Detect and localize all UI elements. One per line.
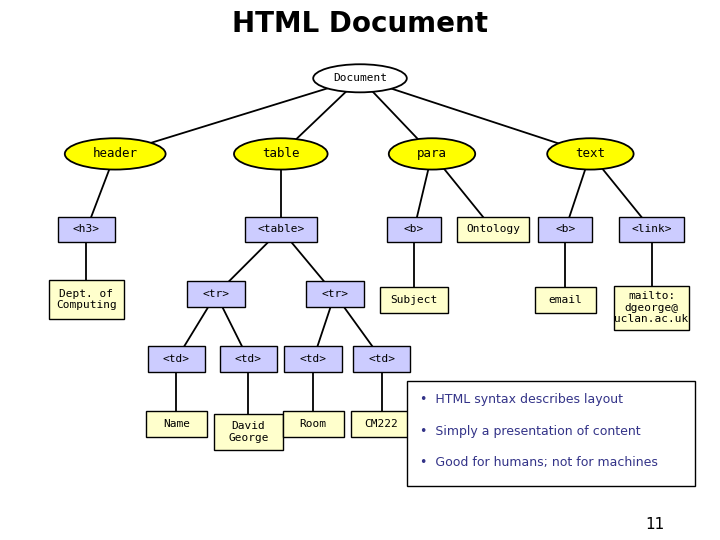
FancyBboxPatch shape bbox=[49, 280, 124, 319]
Text: HTML Document: HTML Document bbox=[232, 10, 488, 38]
FancyBboxPatch shape bbox=[245, 217, 317, 242]
FancyBboxPatch shape bbox=[148, 346, 205, 372]
FancyBboxPatch shape bbox=[283, 411, 344, 437]
Text: •  Good for humans; not for machines: • Good for humans; not for machines bbox=[420, 456, 657, 469]
Text: <b>: <b> bbox=[404, 225, 424, 234]
FancyBboxPatch shape bbox=[220, 346, 277, 372]
FancyBboxPatch shape bbox=[58, 217, 115, 242]
Text: Document: Document bbox=[333, 73, 387, 83]
Text: <link>: <link> bbox=[631, 225, 672, 234]
Ellipse shape bbox=[234, 138, 328, 170]
Text: Subject: Subject bbox=[390, 295, 438, 305]
FancyBboxPatch shape bbox=[351, 411, 412, 437]
Ellipse shape bbox=[313, 64, 407, 92]
FancyBboxPatch shape bbox=[353, 346, 410, 372]
FancyBboxPatch shape bbox=[619, 217, 684, 242]
Text: para: para bbox=[417, 147, 447, 160]
Ellipse shape bbox=[389, 138, 475, 170]
Text: Ontology: Ontology bbox=[467, 225, 521, 234]
Ellipse shape bbox=[547, 138, 634, 170]
Text: •  Simply a presentation of content: • Simply a presentation of content bbox=[420, 425, 640, 438]
Text: <td>: <td> bbox=[368, 354, 395, 364]
Text: CM222: CM222 bbox=[365, 419, 398, 429]
FancyBboxPatch shape bbox=[284, 346, 342, 372]
Text: email: email bbox=[549, 295, 582, 305]
Text: text: text bbox=[575, 147, 606, 160]
Text: header: header bbox=[93, 147, 138, 160]
FancyBboxPatch shape bbox=[380, 287, 448, 313]
Text: Dept. of
Computing: Dept. of Computing bbox=[56, 289, 117, 310]
Text: <td>: <td> bbox=[163, 354, 190, 364]
Text: •  HTML syntax describes layout: • HTML syntax describes layout bbox=[420, 393, 623, 406]
FancyBboxPatch shape bbox=[539, 217, 593, 242]
Text: <tr>: <tr> bbox=[321, 289, 348, 299]
FancyBboxPatch shape bbox=[457, 217, 529, 242]
FancyBboxPatch shape bbox=[387, 217, 441, 242]
FancyBboxPatch shape bbox=[306, 281, 364, 307]
Text: mailto:
dgeorge@
uclan.ac.uk: mailto: dgeorge@ uclan.ac.uk bbox=[614, 291, 689, 325]
Text: David
George: David George bbox=[228, 421, 269, 443]
Text: <h3>: <h3> bbox=[73, 225, 100, 234]
Text: <td>: <td> bbox=[300, 354, 327, 364]
Text: <table>: <table> bbox=[257, 225, 305, 234]
Text: Room: Room bbox=[300, 419, 327, 429]
Text: 11: 11 bbox=[646, 517, 665, 532]
FancyBboxPatch shape bbox=[145, 411, 207, 437]
Text: <b>: <b> bbox=[555, 225, 575, 234]
Ellipse shape bbox=[65, 138, 166, 170]
FancyBboxPatch shape bbox=[407, 381, 695, 486]
Text: Name: Name bbox=[163, 419, 190, 429]
Text: table: table bbox=[262, 147, 300, 160]
FancyBboxPatch shape bbox=[187, 281, 245, 307]
FancyBboxPatch shape bbox=[534, 287, 596, 313]
Text: <tr>: <tr> bbox=[202, 289, 230, 299]
FancyBboxPatch shape bbox=[215, 414, 282, 450]
Text: <td>: <td> bbox=[235, 354, 262, 364]
FancyBboxPatch shape bbox=[614, 286, 690, 330]
